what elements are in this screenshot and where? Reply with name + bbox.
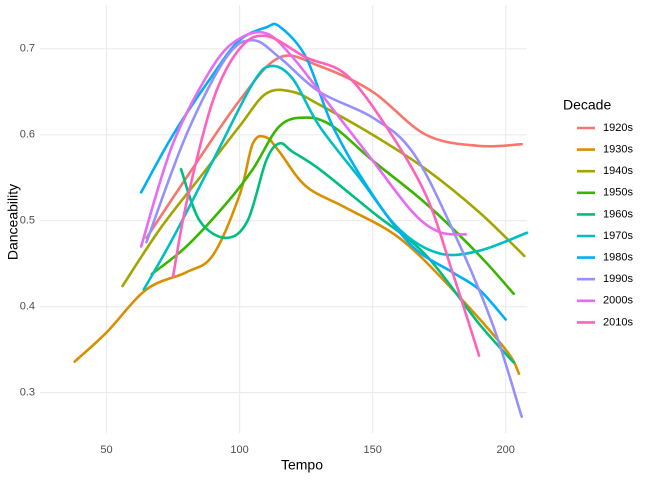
legend-label: 2000s [603, 295, 633, 307]
x-tick-label: 50 [100, 444, 112, 456]
legend-label: 2010s [603, 316, 633, 328]
y-tick-label: 0.6 [20, 129, 35, 141]
legend-label: 1990s [603, 273, 633, 285]
series-line [73, 134, 521, 375]
legend-label: 1970s [603, 230, 633, 242]
y-tick-label: 0.5 [20, 215, 35, 227]
x-axis-title: Tempo [281, 457, 323, 473]
y-tick-label: 0.3 [20, 387, 35, 399]
series-line [121, 88, 526, 288]
legend-label: 1960s [603, 208, 633, 220]
legend-label: 1950s [603, 187, 633, 199]
legend-title: Decade [563, 97, 611, 113]
series-line [171, 34, 481, 357]
y-tick-label: 0.7 [20, 43, 35, 55]
series-line [139, 30, 468, 248]
series-line [142, 64, 529, 291]
x-tick-label: 100 [230, 444, 248, 456]
series-line [150, 116, 515, 296]
legend-label: 1920s [603, 122, 633, 134]
legend-label: 1940s [603, 165, 633, 177]
legend-label: 1980s [603, 252, 633, 264]
x-tick-label: 150 [363, 444, 381, 456]
y-tick-label: 0.4 [20, 301, 35, 313]
x-tick-label: 200 [497, 444, 515, 456]
y-axis-title: Danceability [5, 184, 21, 260]
series-line [179, 141, 515, 364]
legend-label: 1930s [603, 144, 633, 156]
